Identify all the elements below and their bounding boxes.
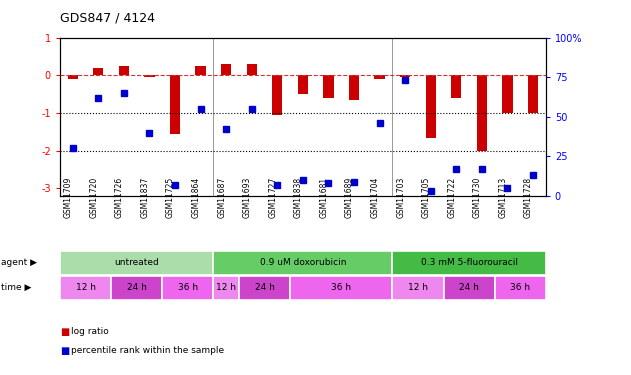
Bar bbox=[196, 66, 206, 75]
Text: GSM11726: GSM11726 bbox=[115, 177, 124, 218]
Text: GSM11720: GSM11720 bbox=[90, 177, 98, 218]
Text: GSM11730: GSM11730 bbox=[473, 176, 482, 218]
Bar bbox=[477, 75, 487, 151]
Text: 0.3 mM 5-fluorouracil: 0.3 mM 5-fluorouracil bbox=[421, 258, 517, 267]
Text: GSM11693: GSM11693 bbox=[243, 176, 252, 218]
Text: 12 h: 12 h bbox=[216, 283, 236, 292]
Bar bbox=[213, 251, 392, 275]
Text: GSM11689: GSM11689 bbox=[345, 177, 354, 218]
Bar bbox=[528, 75, 538, 113]
Bar bbox=[221, 64, 232, 75]
Text: ■: ■ bbox=[60, 346, 69, 355]
Bar bbox=[247, 64, 257, 75]
Bar bbox=[162, 276, 213, 300]
Text: GSM11704: GSM11704 bbox=[370, 176, 380, 218]
Text: GSM11838: GSM11838 bbox=[294, 177, 303, 218]
Text: 24 h: 24 h bbox=[127, 283, 146, 292]
Bar bbox=[392, 251, 546, 275]
Bar bbox=[349, 75, 359, 100]
Bar bbox=[239, 276, 290, 300]
Text: percentile rank within the sample: percentile rank within the sample bbox=[71, 346, 225, 355]
Bar bbox=[400, 75, 410, 77]
Bar bbox=[213, 276, 239, 300]
Text: GSM11681: GSM11681 bbox=[319, 177, 329, 218]
Text: 36 h: 36 h bbox=[510, 283, 530, 292]
Text: time ▶: time ▶ bbox=[1, 283, 32, 292]
Text: GSM11713: GSM11713 bbox=[498, 177, 507, 218]
Bar bbox=[502, 75, 512, 113]
Bar bbox=[93, 68, 103, 75]
Bar bbox=[60, 276, 111, 300]
Text: GSM11727: GSM11727 bbox=[268, 177, 277, 218]
Bar bbox=[392, 276, 444, 300]
Text: GSM11705: GSM11705 bbox=[422, 176, 431, 218]
Bar bbox=[374, 75, 385, 79]
Bar bbox=[495, 276, 546, 300]
Text: GDS847 / 4124: GDS847 / 4124 bbox=[60, 11, 155, 24]
Bar bbox=[272, 75, 283, 115]
Bar bbox=[60, 251, 213, 275]
Text: GSM11864: GSM11864 bbox=[192, 177, 201, 218]
Text: GSM11703: GSM11703 bbox=[396, 176, 405, 218]
Text: 12 h: 12 h bbox=[408, 283, 428, 292]
Text: 24 h: 24 h bbox=[459, 283, 479, 292]
Bar bbox=[290, 276, 392, 300]
Text: ■: ■ bbox=[60, 327, 69, 337]
Text: 36 h: 36 h bbox=[331, 283, 351, 292]
Bar bbox=[298, 75, 308, 94]
Text: untreated: untreated bbox=[114, 258, 159, 267]
Text: 24 h: 24 h bbox=[254, 283, 274, 292]
Text: GSM11709: GSM11709 bbox=[64, 176, 73, 218]
Text: log ratio: log ratio bbox=[71, 327, 109, 336]
Text: 0.9 uM doxorubicin: 0.9 uM doxorubicin bbox=[259, 258, 346, 267]
Text: 36 h: 36 h bbox=[178, 283, 198, 292]
Text: GSM11725: GSM11725 bbox=[166, 177, 175, 218]
Bar bbox=[451, 75, 461, 98]
Text: agent ▶: agent ▶ bbox=[1, 258, 37, 267]
Bar bbox=[170, 75, 180, 134]
Bar bbox=[444, 276, 495, 300]
Text: GSM11687: GSM11687 bbox=[217, 177, 226, 218]
Bar bbox=[68, 75, 78, 79]
Text: GSM11728: GSM11728 bbox=[524, 177, 533, 218]
Bar bbox=[426, 75, 436, 138]
Bar bbox=[119, 66, 129, 75]
Bar bbox=[323, 75, 334, 98]
Bar bbox=[144, 75, 155, 77]
Text: 12 h: 12 h bbox=[76, 283, 95, 292]
Bar bbox=[111, 276, 162, 300]
Text: GSM11722: GSM11722 bbox=[447, 177, 456, 218]
Text: GSM11837: GSM11837 bbox=[141, 177, 150, 218]
